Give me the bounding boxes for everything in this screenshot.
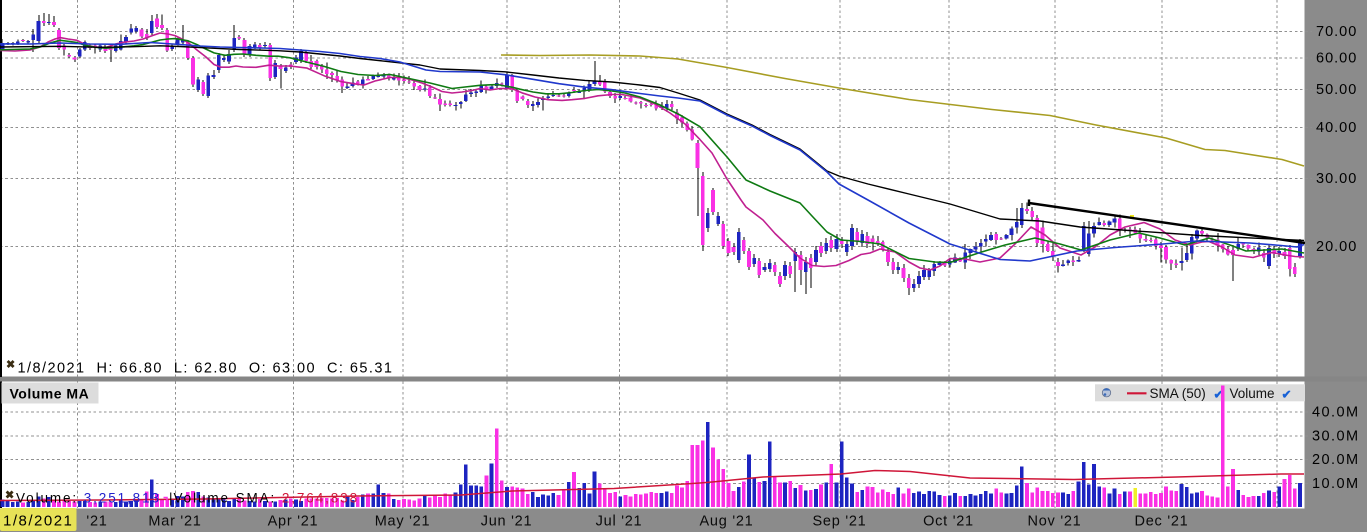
svg-text:✔: ✔ bbox=[1214, 388, 1224, 402]
svg-text:60.00: 60.00 bbox=[1316, 51, 1357, 67]
svg-text:1/8/2021: 1/8/2021 bbox=[3, 513, 73, 530]
svg-text:Nov '21: Nov '21 bbox=[1028, 514, 1082, 530]
svg-text:20.00: 20.00 bbox=[1316, 239, 1357, 255]
svg-text:1/8/2021 H: 66.80 L: 62.80: 1/8/2021 H: 66.80 L: 62.80 O: 63.00 C: 6… bbox=[18, 361, 394, 377]
svg-text:✔: ✔ bbox=[1282, 388, 1292, 402]
svg-text:Volume MA: Volume MA bbox=[10, 386, 90, 402]
svg-text:Aug '21: Aug '21 bbox=[700, 514, 754, 530]
svg-text:10.0M: 10.0M bbox=[1312, 476, 1360, 492]
svg-text:40.00: 40.00 bbox=[1316, 120, 1357, 136]
svg-text:30.0M: 30.0M bbox=[1312, 428, 1360, 444]
svg-text:Jun '21: Jun '21 bbox=[481, 514, 533, 530]
svg-text:'21: '21 bbox=[86, 514, 107, 530]
svg-text:Volume SMA: 2,764,838: Volume SMA: 2,764,838 bbox=[174, 491, 360, 506]
svg-text:Volume: 3,251,813: Volume: 3,251,813 bbox=[16, 491, 161, 506]
svg-text:Oct '21: Oct '21 bbox=[923, 514, 974, 530]
svg-text:30.00: 30.00 bbox=[1316, 171, 1357, 187]
svg-text:20.0M: 20.0M bbox=[1312, 452, 1360, 468]
svg-text:Apr '21: Apr '21 bbox=[268, 514, 319, 530]
svg-text:70.00: 70.00 bbox=[1316, 24, 1357, 40]
svg-text:SMA (50): SMA (50) bbox=[1150, 386, 1206, 401]
svg-text:|: | bbox=[169, 491, 173, 506]
svg-text:50.00: 50.00 bbox=[1316, 82, 1357, 98]
svg-text:40.0M: 40.0M bbox=[1312, 405, 1360, 421]
svg-text:✖: ✖ bbox=[5, 490, 14, 502]
svg-text:✖: ✖ bbox=[6, 359, 15, 371]
svg-text:Volume: Volume bbox=[1230, 386, 1275, 401]
svg-text:Dec '21: Dec '21 bbox=[1135, 514, 1189, 530]
svg-text:Mar '21: Mar '21 bbox=[148, 514, 201, 530]
svg-text:Sep '21: Sep '21 bbox=[813, 514, 867, 530]
svg-text:May '21: May '21 bbox=[375, 514, 431, 530]
svg-text:Jul '21: Jul '21 bbox=[596, 514, 643, 530]
